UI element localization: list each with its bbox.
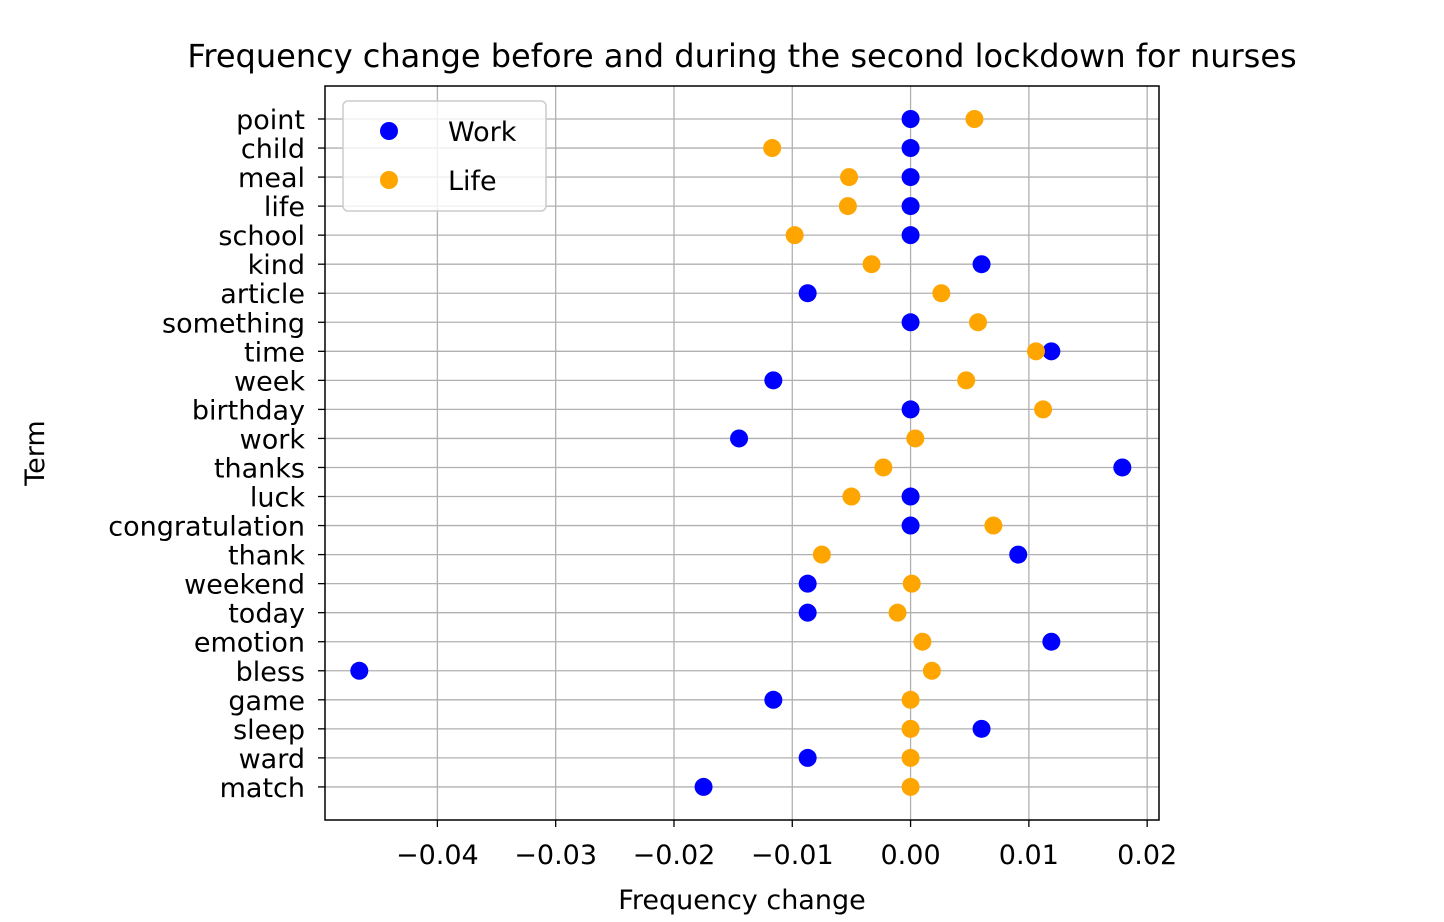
- x-tick-label: 0.00: [881, 840, 941, 871]
- work-point-ward: [798, 748, 817, 767]
- x-tick-label: −0.01: [751, 840, 834, 871]
- x-tick-label: 0.02: [1117, 840, 1177, 871]
- work-point-child: [901, 139, 920, 158]
- y-tick-label-work: work: [240, 424, 306, 455]
- work-point-emotion: [1042, 632, 1061, 651]
- y-tick-label-time: time: [244, 337, 305, 368]
- life-point-birthday: [1034, 400, 1053, 419]
- legend: Work Life: [342, 100, 547, 212]
- life-point-article: [932, 284, 951, 303]
- work-point-time: [1042, 342, 1061, 361]
- y-tick-label-meal: meal: [238, 163, 305, 194]
- y-tick-label-kind: kind: [248, 250, 305, 281]
- life-point-today: [888, 603, 907, 622]
- x-tick-label: 0.01: [999, 840, 1059, 871]
- work-point-congratulation: [901, 516, 920, 535]
- legend-label-life: Life: [448, 166, 497, 197]
- work-point-kind: [972, 255, 991, 274]
- work-point-match: [694, 777, 713, 796]
- y-tick-label-ward: ward: [239, 744, 305, 775]
- y-tick-label-child: child: [241, 134, 305, 165]
- life-point-congratulation: [984, 516, 1003, 535]
- y-tick-label-life: life: [264, 192, 305, 223]
- x-axis-label: Frequency change: [618, 885, 865, 916]
- work-point-thank: [1009, 545, 1028, 564]
- work-point-life: [901, 197, 920, 216]
- y-tick-label-congratulation: congratulation: [108, 512, 305, 543]
- life-point-thanks: [874, 458, 893, 477]
- y-tick-label-match: match: [220, 773, 305, 804]
- work-point-birthday: [901, 400, 920, 419]
- y-tick-label-article: article: [220, 279, 305, 310]
- y-axis-label: Term: [20, 420, 51, 486]
- y-tick-label-sleep: sleep: [233, 715, 305, 746]
- work-point-work: [730, 429, 749, 448]
- life-point-week: [957, 371, 976, 390]
- work-point-thanks: [1113, 458, 1132, 477]
- y-tick-label-emotion: emotion: [194, 628, 305, 659]
- work-point-sleep: [972, 719, 991, 738]
- y-tick-label-point: point: [236, 105, 305, 136]
- y-tick-label-luck: luck: [250, 483, 305, 514]
- life-point-work: [906, 429, 925, 448]
- x-tick-label: −0.02: [633, 840, 716, 871]
- y-tick-label-weekend: weekend: [184, 570, 305, 601]
- work-point-bless: [350, 661, 369, 680]
- life-point-sleep: [901, 719, 920, 738]
- y-tick-label-thanks: thanks: [214, 453, 305, 484]
- y-tick-label-today: today: [228, 599, 305, 630]
- y-tick-label-school: school: [218, 221, 305, 252]
- life-point-school: [785, 226, 804, 245]
- work-point-week: [764, 371, 783, 390]
- work-point-meal: [901, 168, 920, 187]
- life-point-luck: [842, 487, 861, 506]
- life-point-emotion: [913, 632, 932, 651]
- life-point-life: [838, 197, 857, 216]
- legend-marker-work: [380, 122, 398, 140]
- life-point-weekend: [902, 574, 921, 593]
- life-point-kind: [862, 255, 881, 274]
- y-tick-label-thank: thank: [228, 541, 305, 572]
- work-point-luck: [901, 487, 920, 506]
- x-tick-label: −0.04: [396, 840, 479, 871]
- work-point-school: [901, 226, 920, 245]
- work-point-weekend: [798, 574, 817, 593]
- plot-frame: [324, 85, 1160, 821]
- life-point-meal: [840, 168, 859, 187]
- work-point-game: [764, 690, 783, 709]
- work-point-article: [798, 284, 817, 303]
- y-tick-label-week: week: [234, 366, 305, 397]
- work-point-point: [901, 110, 920, 128]
- work-point-today: [798, 603, 817, 622]
- life-point-child: [763, 139, 782, 158]
- y-tick-label-something: something: [162, 308, 305, 339]
- data-points: [350, 110, 1132, 796]
- legend-marker-life: [380, 171, 398, 189]
- life-point-something: [969, 313, 988, 332]
- y-tick-label-bless: bless: [236, 657, 305, 688]
- life-point-bless: [922, 661, 941, 680]
- y-tick-label-birthday: birthday: [192, 395, 305, 426]
- life-point-point: [965, 110, 984, 128]
- life-point-match: [901, 777, 920, 796]
- life-point-thank: [812, 545, 831, 564]
- legend-label-work: Work: [448, 117, 517, 148]
- life-point-ward: [901, 748, 920, 767]
- x-tick-label: −0.03: [514, 840, 597, 871]
- life-point-time: [1026, 342, 1045, 361]
- ticks: −0.04 −0.03 −0.02 −0.01 0.00 0.01 0.02 pointchi…: [108, 105, 1177, 871]
- y-tick-label-game: game: [228, 686, 305, 717]
- chart-title: Frequency change before and during the s…: [187, 37, 1296, 75]
- work-point-something: [901, 313, 920, 332]
- life-point-game: [901, 690, 920, 709]
